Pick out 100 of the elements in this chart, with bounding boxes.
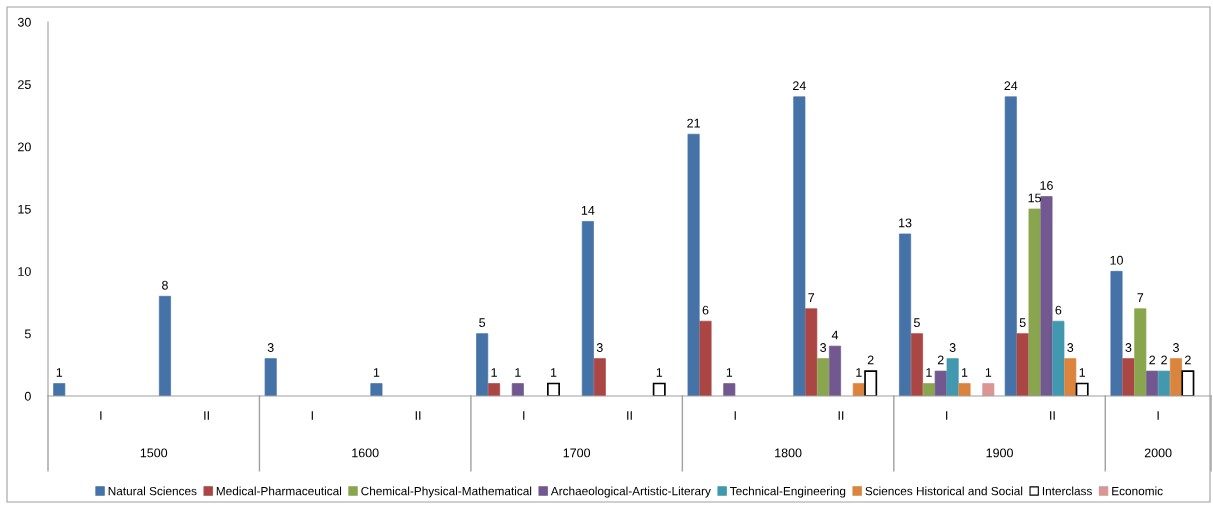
y-tick-label: 25 — [18, 80, 31, 89]
bar — [264, 358, 277, 396]
bar — [1028, 208, 1041, 396]
data-label: 1 — [56, 368, 63, 377]
bar — [1158, 370, 1171, 396]
data-label: 24 — [793, 81, 806, 91]
data-label: 1 — [491, 368, 497, 377]
text: 1500 — [140, 448, 168, 458]
x-tick-label: I — [946, 411, 948, 420]
x-tick-label: I — [1157, 411, 1159, 420]
text: 1800 — [775, 448, 802, 458]
bar — [934, 370, 947, 396]
x-tick-label: I — [523, 411, 525, 420]
data-label: 1 — [962, 368, 968, 377]
data-label: 10 — [1110, 255, 1123, 265]
bar — [852, 383, 865, 396]
data-label: 3 — [596, 343, 603, 352]
legend-label: Natural Sciences — [108, 486, 197, 496]
bar — [53, 383, 66, 396]
data-label: 15 — [1028, 193, 1041, 203]
bar — [910, 333, 923, 396]
bar — [817, 358, 830, 396]
bar — [687, 133, 700, 396]
data-label: 24 — [1004, 81, 1018, 91]
y-tick-label: 20 — [18, 142, 31, 152]
bar — [864, 370, 878, 396]
y-tick-label: 5 — [24, 329, 31, 339]
legend-label: Technical-Engineering — [730, 486, 846, 498]
data-label: 2 — [867, 355, 874, 365]
data-label: 13 — [899, 218, 912, 228]
x-tick-label: I — [311, 411, 313, 420]
bar — [1169, 358, 1182, 396]
data-label: 7 — [1137, 293, 1144, 302]
bar — [593, 358, 606, 396]
bar — [1052, 320, 1065, 396]
y-tick-label: 30 — [17, 17, 31, 27]
data-label: 2 — [937, 355, 944, 365]
bar — [511, 383, 524, 396]
data-label: 6 — [1055, 305, 1062, 315]
data-label: 5 — [479, 318, 486, 328]
legend-label: Chemical-Physical-Mathematical — [361, 486, 532, 498]
bar — [958, 383, 971, 396]
data-label: 3 — [1125, 343, 1132, 352]
data-label: 4 — [831, 330, 839, 340]
x-tick-label: II — [204, 411, 209, 420]
legend-label: Archaeological-Artistic-Literary — [550, 486, 711, 498]
y-tick-label: 0 — [24, 391, 31, 401]
text: 1700 — [563, 448, 591, 458]
data-label: 2 — [1185, 355, 1191, 365]
data-label: 1 — [1079, 368, 1086, 377]
text: 1900 — [986, 448, 1013, 458]
bar — [1146, 370, 1159, 396]
bar — [1134, 308, 1147, 396]
bar — [723, 383, 736, 396]
x-tick-label: I — [734, 411, 736, 420]
bar — [652, 382, 666, 396]
bar — [899, 233, 912, 396]
legend-label: Interclass — [1042, 486, 1092, 496]
bar — [158, 295, 171, 396]
data-label: 5 — [913, 318, 920, 328]
data-label: 1 — [726, 368, 733, 377]
bar — [829, 345, 842, 396]
bar — [488, 383, 501, 396]
bar — [805, 308, 818, 396]
bar — [1064, 358, 1077, 396]
bar — [476, 333, 489, 396]
data-label: 3 — [267, 343, 274, 352]
data-label: 1 — [515, 368, 521, 377]
x-tick-label: II — [415, 411, 421, 420]
data-label: 7 — [808, 293, 815, 302]
data-label: 3 — [820, 343, 827, 352]
legend-label: Medical-Pharmaceutical — [216, 486, 342, 496]
x-tick-label: II — [838, 411, 844, 420]
data-label: 3 — [1067, 343, 1074, 352]
legend-label: Economic — [1112, 486, 1163, 496]
data-label: 1 — [856, 368, 862, 377]
y-tick-label: 15 — [18, 204, 31, 214]
data-label: 5 — [1019, 318, 1026, 328]
bar — [1075, 382, 1089, 396]
data-label: 16 — [1040, 181, 1053, 190]
data-label: 1 — [656, 368, 663, 377]
bar — [1122, 358, 1135, 396]
data-label: 3 — [949, 343, 956, 352]
legend-label: Sciences Historical and Social — [865, 486, 1023, 496]
bar — [1040, 196, 1053, 396]
data-label: 8 — [162, 280, 168, 290]
bar — [982, 383, 995, 396]
x-tick-label: I — [100, 411, 102, 420]
bar — [581, 221, 594, 396]
data-label: 3 — [1172, 343, 1179, 352]
data-label: 2 — [1149, 355, 1156, 365]
bar — [699, 320, 712, 396]
data-label: 1 — [373, 368, 380, 377]
bar — [1004, 96, 1017, 396]
data-label: 1 — [926, 368, 932, 377]
data-label: 14 — [581, 206, 595, 215]
x-tick-label: II — [627, 411, 632, 420]
x-tick-label: II — [1050, 411, 1055, 420]
data-label: 1 — [985, 368, 992, 377]
data-label: 6 — [702, 305, 709, 315]
